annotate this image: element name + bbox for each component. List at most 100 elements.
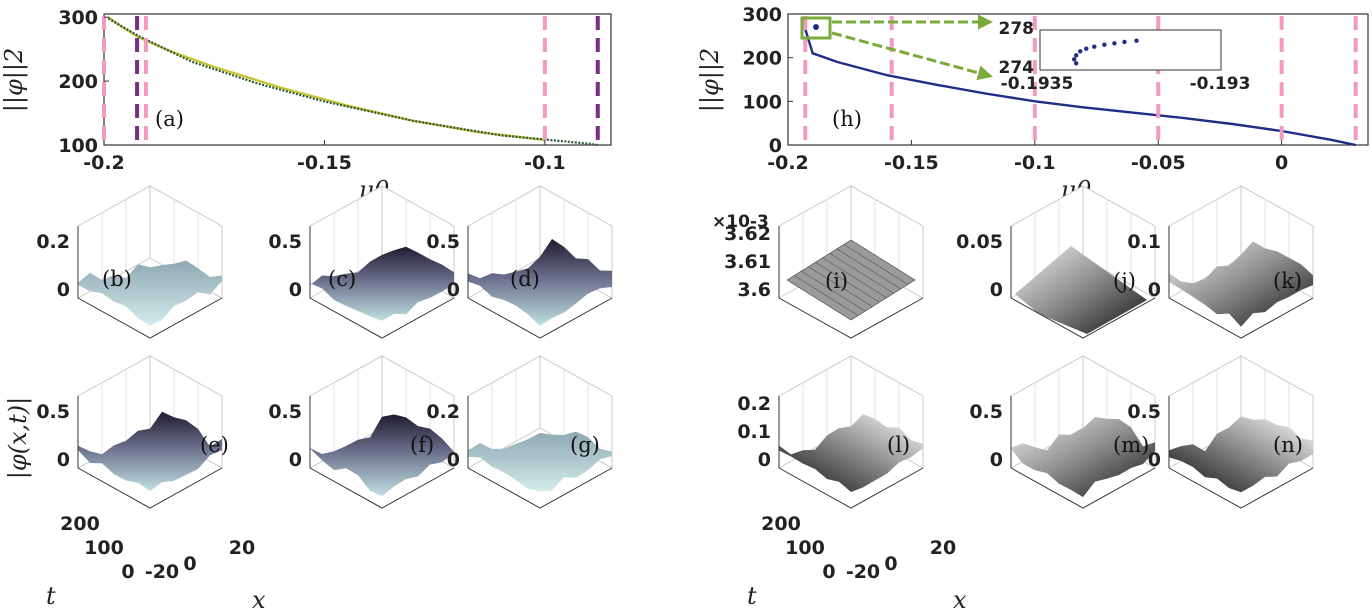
surface-mesh: [829, 253, 894, 294]
cube-front-base: [1168, 297, 1314, 339]
ytick-label: 100: [58, 135, 98, 157]
cube-front-base: [1010, 467, 1156, 509]
cube-front-base: [467, 297, 613, 339]
ztick-label: 0: [990, 279, 1003, 301]
ztick-label: 0.5: [969, 401, 1003, 423]
panel-label: (i): [825, 269, 848, 293]
ztick-label: 0: [758, 449, 771, 471]
panel-label: (d): [510, 267, 540, 291]
inset-point: [1134, 38, 1139, 43]
ztick-label: 0: [289, 279, 302, 301]
surface: [310, 246, 454, 321]
inset-point: [1084, 46, 1089, 51]
surface: [310, 414, 454, 497]
surface: [1015, 246, 1147, 334]
panel-label: (k): [1273, 269, 1302, 293]
surface: [468, 239, 612, 326]
panel-label: (j): [1113, 269, 1136, 293]
surface-panel-i: (i) 3.62 3.61 3.6: [724, 185, 924, 339]
surface-panel-j: (j) 0.05 0: [956, 185, 1156, 339]
surface-panel-l: (l) 0.2 0.1 0: [737, 355, 924, 509]
ztick-label: 0: [57, 279, 70, 301]
zoom-box: [800, 16, 832, 40]
surface-mesh: [843, 244, 909, 285]
ztick-label: 0.2: [426, 401, 460, 423]
ztick-label: 0.5: [268, 231, 302, 253]
xtick-label: 0: [1275, 152, 1288, 174]
ytick-label: 0: [769, 135, 782, 157]
t-tick-label: 0: [822, 561, 835, 583]
t-tick-label: 100: [785, 537, 825, 559]
panel-label: (l): [887, 433, 910, 457]
cube-front-base: [778, 467, 924, 509]
surface-panel-b: (b) 0.2 0: [36, 185, 223, 339]
x-axis-label: x: [953, 586, 967, 609]
panel-label: (b): [102, 267, 132, 291]
inset-ytick-bottom: 274: [999, 58, 1035, 78]
x-tick-label: -20: [145, 561, 179, 583]
inset-point: [1112, 41, 1117, 46]
cube-front-base: [1168, 467, 1314, 509]
ztick-label: 0.2: [737, 393, 771, 415]
panel-label: (g): [570, 433, 600, 457]
panel-label: (c): [328, 267, 356, 291]
surface: [1169, 416, 1313, 493]
t-tick-label: 0: [121, 561, 134, 583]
surface-mesh: [793, 275, 859, 316]
surface-panel-n: (n) 0.5 0: [1127, 355, 1314, 509]
exponent-label: ×10-3: [712, 212, 769, 232]
x-tick-label: -20: [846, 561, 880, 583]
surface: [78, 260, 222, 326]
inset-box: [1039, 29, 1222, 71]
surface: [468, 431, 612, 492]
x-tick-label: 20: [930, 537, 956, 559]
ztick-label: 0: [447, 279, 460, 301]
surface: [78, 411, 222, 492]
cube-front-base: [778, 297, 924, 339]
inset-xtick-left: -0.1935: [1001, 74, 1074, 94]
surface-mesh: [822, 257, 887, 299]
ztick-label: 0.5: [1127, 401, 1161, 423]
ztick-label: 0: [447, 449, 460, 471]
ytick-label: 200: [58, 71, 98, 93]
t-tick-label: 200: [60, 513, 100, 535]
xtick-label: -0.1: [1014, 152, 1056, 174]
surface-mesh: [808, 266, 873, 307]
ztick-label: 0.5: [426, 231, 460, 253]
ytick-label: 300: [742, 4, 782, 26]
panel-label-h: (h): [832, 107, 862, 131]
inset-point: [1122, 39, 1127, 45]
surface-panel-g: (g) 0.2 0: [426, 355, 613, 509]
plot-h-axes-box: [787, 13, 1369, 146]
x-tick-label: 20: [229, 537, 255, 559]
xtick-label: -0.2: [83, 152, 125, 174]
inset-xtick-right: -0.193: [1190, 74, 1251, 94]
series-branch-dark: [107, 17, 598, 147]
surface-panel-e: (e) 0.5 0: [36, 355, 229, 509]
plot-a-ylabel: ||φ||2: [0, 48, 29, 112]
inset-ytick-top: 278: [999, 19, 1035, 39]
xtick-label: -0.1: [524, 152, 566, 174]
zoom-arrow-bottom: [831, 31, 993, 81]
ytick-label: 100: [742, 91, 782, 113]
panel-label: (m): [1113, 433, 1149, 457]
panel-label: (f): [410, 433, 434, 457]
inset-point: [1074, 61, 1079, 66]
x-tick-label: 0: [183, 553, 196, 575]
ztick-label: 0.2: [36, 231, 70, 253]
ztick-label: 3.61: [724, 251, 771, 273]
surface-mesh: [801, 270, 866, 312]
ztick-label: 3.62: [724, 223, 771, 245]
t-axis-label: t: [46, 582, 56, 609]
surface-mesh: [836, 248, 901, 290]
cube-front-base: [309, 297, 455, 339]
ytick-label: 200: [742, 48, 782, 70]
cube-front-base: [1010, 297, 1156, 339]
ztick-label: 0.5: [268, 401, 302, 423]
ztick-label: 0.1: [737, 421, 771, 443]
ztick-label: 0: [57, 449, 70, 471]
x-axis-label: x: [252, 586, 266, 609]
